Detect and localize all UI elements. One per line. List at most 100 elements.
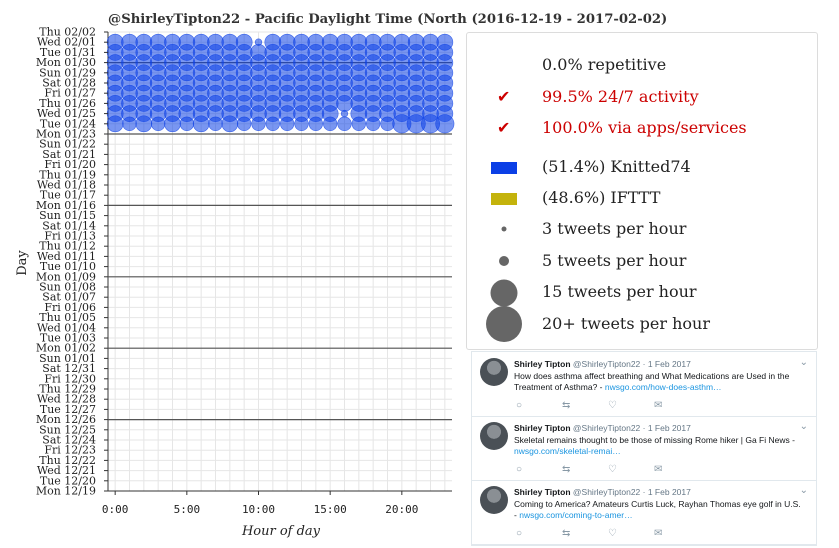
- message-icon[interactable]: ✉: [654, 464, 663, 475]
- legend-text: 20+ tweets per hour: [542, 314, 710, 333]
- tweet-date[interactable]: · 1 Feb 2017: [642, 487, 691, 497]
- y-tick-label: Mon 12/19: [36, 485, 96, 498]
- tweet-handle[interactable]: @ShirleyTipton22: [572, 359, 641, 369]
- y-tick-label: Sun 01/22: [39, 138, 96, 151]
- tweet-card[interactable]: Shirley Tipton @ShirleyTipton22 · 1 Feb …: [472, 416, 816, 481]
- x-tick-label: 5:00: [174, 503, 201, 516]
- y-tick-label: Fri 01/13: [44, 230, 96, 243]
- like-icon[interactable]: ♡: [608, 464, 617, 475]
- chevron-down-icon[interactable]: ⌄: [799, 357, 808, 368]
- y-tick-label: Mon 01/23: [36, 128, 96, 141]
- y-tick-label: Mon 01/02: [36, 342, 96, 355]
- retweet-icon[interactable]: ⇆: [562, 528, 571, 539]
- y-tick-label: Fri 12/30: [44, 372, 96, 385]
- y-tick-label: Sat 01/28: [42, 77, 96, 90]
- data-point: [393, 33, 411, 51]
- data-point: [207, 33, 224, 51]
- tweet-handle[interactable]: @ShirleyTipton22: [572, 487, 641, 497]
- y-tick-label: Sat 01/21: [42, 148, 96, 161]
- legend-text: (51.4%) Knitted74: [542, 157, 691, 176]
- y-tick-label: Mon 01/16: [36, 199, 96, 212]
- y-tick-label: Wed 12/28: [37, 393, 96, 406]
- tweet-author-name[interactable]: Shirley Tipton: [514, 487, 571, 497]
- tweet-body: Skeletal remains thought to be those of …: [514, 435, 795, 445]
- y-tick-label: Thu 01/26: [39, 97, 96, 110]
- data-point: [135, 33, 153, 51]
- chart-title-range: (2016-12-19 - 2017-02-02): [471, 12, 668, 27]
- y-tick-label: Tue 01/24: [40, 117, 96, 130]
- chevron-down-icon[interactable]: ⌄: [799, 421, 808, 432]
- size-marker: [486, 306, 522, 342]
- data-point: [337, 116, 352, 131]
- data-point: [250, 44, 267, 61]
- y-tick-label: Fri 01/20: [44, 158, 96, 171]
- y-tick-label: Sat 01/14: [42, 219, 96, 232]
- message-icon[interactable]: ✉: [654, 528, 663, 539]
- y-tick-label: Wed 01/18: [37, 179, 96, 192]
- x-tick-label: 0:00: [102, 503, 129, 516]
- data-point: [278, 33, 296, 51]
- data-point: [307, 33, 325, 51]
- x-tick-label: 15:00: [314, 503, 347, 516]
- legend-panel: 0.0% repetitive ✔ 99.5% 24/7 activity ✔ 100.…: [466, 32, 818, 350]
- tweet-card[interactable]: Shirley Tipton @ShirleyTipton22 · 1 Feb …: [472, 480, 816, 545]
- tweet-card[interactable]: Shirley Tipton @ShirleyTipton22 · 1 Feb …: [472, 352, 816, 417]
- y-tick-label: Sun 01/08: [39, 281, 96, 294]
- y-tick-label: Fri 01/06: [44, 301, 96, 314]
- y-tick-label: Wed 01/25: [37, 107, 96, 120]
- tweet-actions: ○ ⇆ ♡ ✉: [514, 528, 674, 540]
- y-tick-label: Wed 01/11: [37, 250, 96, 263]
- tweet-link[interactable]: nwsgo.com/skeletal-remai…: [514, 446, 621, 456]
- y-tick-label: Fri 01/27: [44, 87, 96, 100]
- message-icon[interactable]: ✉: [654, 400, 663, 411]
- data-point: [192, 33, 210, 51]
- y-tick-label: Thu 02/02: [39, 26, 96, 39]
- data-point: [379, 33, 396, 51]
- y-tick-label: Sun 01/01: [39, 352, 96, 365]
- tweet-actions: ○ ⇆ ♡ ✉: [514, 464, 674, 476]
- data-point: [321, 33, 339, 51]
- size-marker: [499, 256, 509, 266]
- y-tick-label: Sun 01/29: [39, 66, 96, 79]
- y-tick-label: Thu 12/22: [39, 454, 96, 467]
- tweet-link[interactable]: nwsgo.com/how-does-asthm…: [604, 382, 722, 392]
- reply-icon[interactable]: ○: [516, 400, 523, 411]
- legend-text: 15 tweets per hour: [542, 282, 697, 301]
- y-tick-label: Wed 02/01: [37, 36, 96, 49]
- tweet-body: Coming to America? Amateurs Curtis Luck,…: [514, 499, 801, 520]
- y-tick-label: Sat 12/31: [42, 362, 96, 375]
- tweet-handle[interactable]: @ShirleyTipton22: [572, 423, 641, 433]
- x-tick-labels: 0:00 5:00 10:00 15:00 20:00: [102, 491, 418, 516]
- tweet-date[interactable]: · 1 Feb 2017: [642, 423, 691, 433]
- data-point: [164, 33, 181, 51]
- y-tick-label: Tue 12/27: [40, 403, 96, 416]
- retweet-icon[interactable]: ⇆: [562, 400, 571, 411]
- data-point: [264, 33, 282, 51]
- like-icon[interactable]: ♡: [608, 528, 617, 539]
- retweet-icon[interactable]: ⇆: [562, 464, 571, 475]
- tweet-author-name[interactable]: Shirley Tipton: [514, 423, 571, 433]
- data-point: [350, 33, 368, 51]
- y-tick-label: Wed 01/04: [37, 321, 96, 334]
- y-tick-label: Fri 12/23: [44, 444, 96, 457]
- y-tick-label: Tue 12/20: [40, 474, 96, 487]
- legend-text: 3 tweets per hour: [542, 219, 687, 238]
- source-swatch: [491, 162, 517, 174]
- y-tick-label: Mon 01/09: [36, 270, 96, 283]
- check-icon: ✔: [497, 118, 511, 137]
- tweet-author-name[interactable]: Shirley Tipton: [514, 359, 571, 369]
- reply-icon[interactable]: ○: [516, 528, 523, 539]
- data-point: [178, 33, 196, 51]
- avatar[interactable]: [480, 422, 508, 450]
- tweet-link[interactable]: nwsgo.com/coming-to-amer…: [519, 510, 633, 520]
- x-tick-label: 10:00: [242, 503, 275, 516]
- avatar[interactable]: [480, 358, 508, 386]
- chevron-down-icon[interactable]: ⌄: [799, 485, 808, 496]
- legend-text: 5 tweets per hour: [542, 251, 687, 270]
- y-tick-label: Wed 12/21: [37, 464, 96, 477]
- avatar[interactable]: [480, 486, 508, 514]
- tweet-date[interactable]: · 1 Feb 2017: [642, 359, 691, 369]
- data-points-layer: [106, 33, 455, 134]
- like-icon[interactable]: ♡: [608, 400, 617, 411]
- reply-icon[interactable]: ○: [516, 464, 523, 475]
